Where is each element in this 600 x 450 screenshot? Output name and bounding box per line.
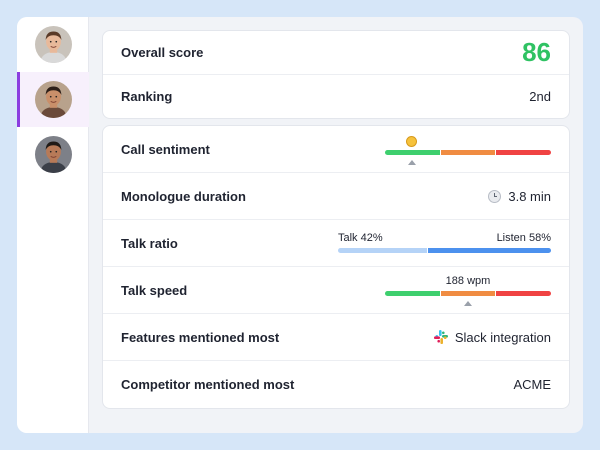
neutral-segment xyxy=(440,150,496,155)
overall-score-row: Overall score 86 xyxy=(103,31,569,75)
ratio-track xyxy=(338,248,551,253)
negative-segment xyxy=(496,150,552,155)
monologue-label: Monologue duration xyxy=(121,188,246,204)
ranking-row: Ranking 2nd xyxy=(103,75,569,118)
slack-icon xyxy=(433,330,448,344)
sentiment-meter xyxy=(385,129,552,169)
features-value: Slack integration xyxy=(454,329,551,345)
talk-ratio-bar: Talk 42% Listen 58% xyxy=(338,223,551,263)
sentiment-pointer-icon xyxy=(407,160,416,165)
positive-segment xyxy=(385,150,440,155)
talk-ratio-label: Talk ratio xyxy=(121,235,178,251)
clock-icon xyxy=(488,189,502,203)
monologue-row: Monologue duration 3.8 min xyxy=(103,173,569,220)
sentiment-bar xyxy=(385,150,552,155)
talk-segment xyxy=(338,248,428,253)
sidebar-item-rep-2[interactable] xyxy=(17,72,89,127)
monologue-value: 3.8 min xyxy=(508,188,551,204)
talk-ratio-row: Talk ratio Talk 42% Listen 58% xyxy=(103,220,569,267)
sidebar-item-rep-1[interactable] xyxy=(17,17,89,72)
smiling-face-icon xyxy=(406,136,418,147)
speed-pointer-icon xyxy=(464,301,472,306)
features-value-group: Slack integration xyxy=(433,329,551,345)
metrics-card: Call sentiment Monologue duration 3.8 mi… xyxy=(102,125,570,409)
speed-bar xyxy=(385,291,552,296)
competitor-label: Competitor mentioned most xyxy=(121,377,295,392)
rep-sidebar xyxy=(17,17,89,433)
ranking-value: 2nd xyxy=(529,89,551,104)
call-sentiment-label: Call sentiment xyxy=(121,141,210,157)
features-row: Features mentioned most Slack integratio… xyxy=(103,314,569,361)
monologue-value-group: 3.8 min xyxy=(488,189,551,204)
scorecard-window: Overall score 86 Ranking 2nd Call sentim… xyxy=(17,17,583,433)
listen-segment xyxy=(428,248,551,253)
overall-score-label: Overall score xyxy=(121,45,204,60)
avatar xyxy=(34,26,72,63)
ideal-segment xyxy=(440,291,496,296)
speed-meter: 188 wpm xyxy=(385,270,552,310)
talk-percent-label: Talk 42% xyxy=(338,232,383,244)
features-label: Features mentioned most xyxy=(121,329,280,345)
sidebar-item-rep-3[interactable] xyxy=(17,127,89,182)
listen-percent-label: Listen 58% xyxy=(496,232,551,244)
summary-card: Overall score 86 Ranking 2nd xyxy=(102,30,570,119)
slow-segment xyxy=(385,291,440,296)
competitor-value: ACME xyxy=(513,377,551,392)
call-sentiment-row: Call sentiment xyxy=(103,126,569,173)
ranking-label: Ranking xyxy=(121,89,173,104)
talk-speed-label: Talk speed xyxy=(121,282,188,298)
talk-speed-row: Talk speed 188 wpm xyxy=(103,267,569,314)
competitor-row: Competitor mentioned most ACME xyxy=(103,361,569,408)
avatar xyxy=(34,136,72,173)
overall-score-value: 86 xyxy=(522,37,551,67)
avatar xyxy=(34,81,72,118)
talk-speed-value: 188 wpm xyxy=(445,275,491,287)
fast-segment xyxy=(496,291,552,296)
